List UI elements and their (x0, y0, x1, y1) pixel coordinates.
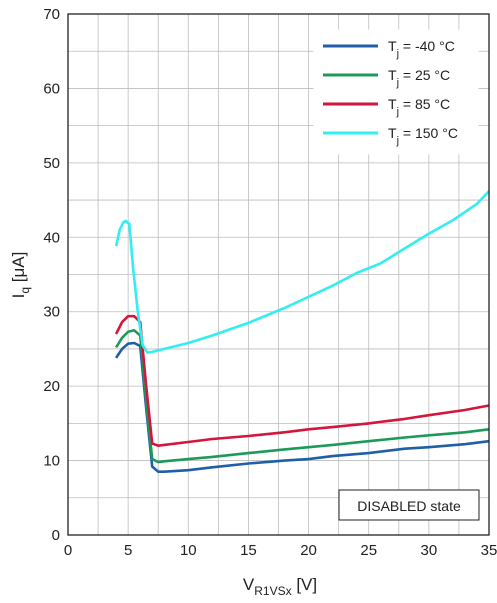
y-tick-label: 70 (43, 6, 60, 23)
x-tick-label: 0 (64, 542, 72, 559)
series-line-2 (114, 329, 490, 464)
x-axis-title-main: V (243, 575, 255, 594)
series-layer (114, 190, 490, 473)
y-tick-label: 10 (43, 453, 60, 470)
x-axis-title: VR1VSx [V] (243, 575, 317, 598)
x-axis-title-unit: [V] (292, 575, 318, 594)
series-line-3 (114, 314, 490, 447)
legend-entry-main: T (388, 67, 397, 83)
series-line-4 (114, 190, 490, 354)
legend-entry-sub: j (396, 106, 399, 118)
legend-entry-4: Tj = 150 °C (388, 125, 458, 147)
y-tick-label: 50 (43, 155, 60, 172)
x-tick-label: 5 (124, 542, 132, 559)
legend-entry-2: Tj = 25 °C (388, 67, 450, 89)
legend-entry-rest: = 25 °C (399, 67, 450, 83)
legend-entry-1: Tj = -40 °C (388, 38, 455, 60)
legend-entry-3: Tj = 85 °C (388, 96, 450, 118)
annotation-text: DISABLED state (357, 498, 461, 514)
series-line-1 (115, 341, 490, 473)
legend-entry-main: T (388, 125, 397, 141)
x-tick-label: 10 (180, 542, 197, 559)
x-tick-label: 25 (360, 542, 377, 559)
legend-entry-sub: j (396, 77, 399, 89)
legend-entry-sub: j (396, 135, 399, 147)
plot-frame (67, 13, 490, 536)
y-tick-label: 40 (43, 229, 60, 246)
legend-entry-rest: = -40 °C (399, 38, 455, 54)
y-axis-title-sub: q (18, 287, 32, 294)
legend-entry-rest: = 85 °C (399, 96, 450, 112)
x-axis-title-sub: R1VSx (254, 584, 291, 598)
x-tick-label: 35 (481, 542, 497, 559)
tick-labels: 0 5 10 15 20 25 30 35 0 10 20 30 40 50 60 70 (43, 6, 497, 559)
legend-entry-sub: j (396, 48, 399, 60)
y-tick-label: 30 (43, 304, 60, 321)
legend-entry-main: T (388, 96, 397, 112)
legend-entry-rest: = 150 °C (399, 125, 458, 141)
x-tick-label: 15 (240, 542, 257, 559)
annotation-box: DISABLED state (338, 489, 480, 521)
y-tick-label: 0 (52, 527, 60, 544)
x-tick-label: 20 (300, 542, 317, 559)
y-tick-label: 20 (43, 378, 60, 395)
y-axis-title: Iq [μA] (9, 252, 32, 299)
y-axis-title-main: I (9, 294, 28, 299)
legend-entry-main: T (388, 38, 397, 54)
legend: Tj = -40 °CTj = 25 °CTj = 85 °CTj = 150 … (313, 29, 479, 155)
y-axis-title-unit: [μA] (9, 252, 28, 287)
x-tick-label: 30 (421, 542, 438, 559)
y-tick-label: 60 (43, 80, 60, 97)
